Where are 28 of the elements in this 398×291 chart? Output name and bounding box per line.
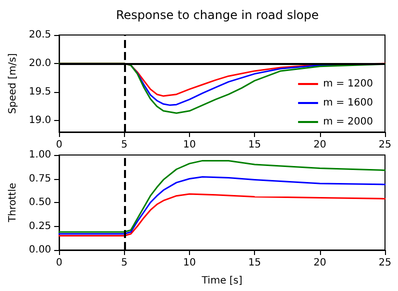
x-tick-label: 0 <box>56 258 62 268</box>
x-axis-title: Time [s] <box>200 276 243 286</box>
y-tick-label: 20.5 <box>28 30 52 40</box>
x-tick-label: 25 <box>378 258 392 268</box>
legend-label: m = 1600 <box>323 98 374 108</box>
x-tick-label: 5 <box>121 140 128 150</box>
x-tick-label: 10 <box>183 140 196 150</box>
y-tick-label: 0.75 <box>28 173 52 184</box>
legend-label: m = 2000 <box>323 116 374 128</box>
x-tick-label: 20 <box>313 140 326 150</box>
x-tick-label: 5 <box>121 258 128 268</box>
x-tick-label: 20 <box>313 258 326 268</box>
chart-title: Response to change in road slope <box>116 8 319 22</box>
y-tick-label: 1.00 <box>28 150 52 160</box>
x-tick-label: 15 <box>248 140 262 150</box>
y-tick-label: 0.50 <box>28 197 52 208</box>
y-tick-label: 0.25 <box>28 220 52 232</box>
x-tick-label: 0 <box>56 140 62 150</box>
y-axis-title: Throttle <box>8 182 18 224</box>
x-tick-label: 25 <box>378 140 392 150</box>
y-tick-label: 20.0 <box>28 58 52 70</box>
y-tick-label: 0.00 <box>28 244 52 256</box>
x-tick-label: 10 <box>183 258 196 268</box>
legend-label: m = 1200 <box>323 78 374 90</box>
y-tick-label: 19.5 <box>28 86 52 98</box>
y-tick-label: 19.0 <box>28 115 52 126</box>
y-axis-title: Speed [m/s] <box>8 53 18 114</box>
x-tick-label: 15 <box>248 258 262 268</box>
